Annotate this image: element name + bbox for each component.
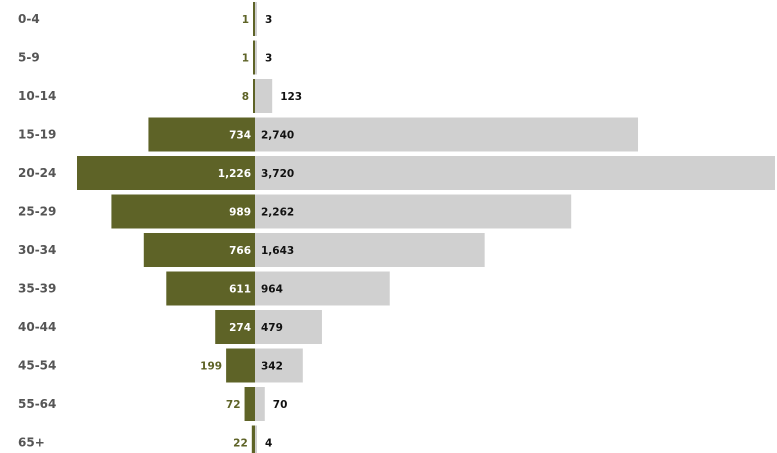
left-value-label: 611 bbox=[229, 284, 251, 296]
category-label: 45-54 bbox=[18, 359, 56, 373]
category-label: 25-29 bbox=[18, 205, 56, 219]
left-bar bbox=[166, 271, 255, 306]
right-bar bbox=[255, 79, 273, 113]
right-value-label: 2,740 bbox=[261, 130, 294, 142]
right-value-label: 4 bbox=[265, 438, 272, 450]
left-value-label: 8 bbox=[242, 91, 249, 103]
right-bar bbox=[255, 40, 257, 75]
category-label: 35-39 bbox=[18, 282, 56, 296]
right-value-label: 3 bbox=[265, 14, 272, 26]
left-bar bbox=[251, 425, 255, 453]
left-value-label: 274 bbox=[229, 322, 251, 334]
right-bar bbox=[255, 233, 485, 267]
right-bar bbox=[255, 348, 303, 383]
left-value-label: 72 bbox=[226, 399, 241, 411]
left-bar bbox=[111, 194, 256, 229]
right-value-label: 479 bbox=[261, 322, 283, 334]
category-label: 55-64 bbox=[18, 397, 56, 411]
right-value-label: 2,262 bbox=[261, 207, 294, 219]
right-bar bbox=[255, 425, 257, 453]
category-label: 65+ bbox=[18, 436, 45, 450]
right-value-label: 1,643 bbox=[261, 245, 294, 257]
right-value-label: 342 bbox=[261, 361, 283, 373]
category-label: 5-9 bbox=[18, 51, 40, 65]
left-value-label: 734 bbox=[229, 130, 251, 142]
left-value-label: 1 bbox=[242, 53, 249, 65]
left-bar bbox=[253, 2, 255, 36]
left-bar bbox=[253, 79, 255, 113]
right-bar bbox=[255, 194, 572, 229]
left-bar bbox=[143, 233, 255, 267]
right-value-label: 3 bbox=[265, 53, 272, 65]
left-bar bbox=[77, 156, 255, 190]
category-label: 15-19 bbox=[18, 128, 56, 142]
left-value-label: 1,226 bbox=[218, 168, 251, 180]
left-value-label: 22 bbox=[233, 438, 248, 450]
right-bar bbox=[255, 387, 265, 421]
right-bar bbox=[255, 310, 322, 344]
left-bar bbox=[226, 348, 255, 383]
left-value-label: 989 bbox=[229, 207, 251, 219]
right-value-label: 70 bbox=[273, 399, 288, 411]
left-bar bbox=[253, 40, 255, 75]
right-value-label: 123 bbox=[280, 91, 302, 103]
category-label: 20-24 bbox=[18, 166, 56, 180]
right-bar bbox=[255, 2, 257, 36]
right-bar bbox=[255, 271, 390, 306]
left-bar bbox=[148, 117, 255, 152]
left-value-label: 766 bbox=[229, 245, 251, 257]
right-bar bbox=[255, 117, 639, 152]
left-bar bbox=[215, 310, 255, 344]
category-label: 40-44 bbox=[18, 320, 56, 334]
category-label: 0-4 bbox=[18, 12, 40, 26]
left-value-label: 1 bbox=[242, 14, 249, 26]
category-label: 10-14 bbox=[18, 89, 56, 103]
left-bar bbox=[244, 387, 255, 421]
category-label: 30-34 bbox=[18, 243, 56, 257]
left-value-label: 199 bbox=[200, 361, 222, 373]
right-value-label: 964 bbox=[261, 284, 283, 296]
right-bar bbox=[255, 156, 775, 190]
right-value-label: 3,720 bbox=[261, 168, 294, 180]
